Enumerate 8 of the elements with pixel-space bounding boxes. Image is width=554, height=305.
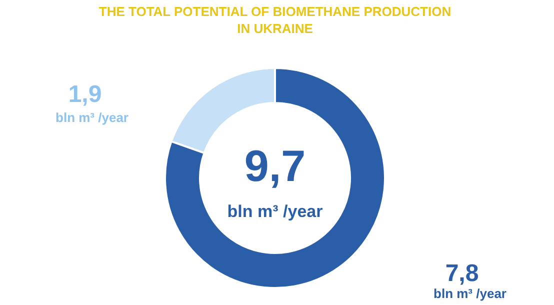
data-label: 7,8 xyxy=(445,260,479,287)
text: bln m³ /year xyxy=(227,202,324,221)
text: bln m³ /year xyxy=(434,286,506,301)
data-label: 1,9 xyxy=(68,81,102,108)
chart-title: THE TOTAL POTENTIAL OF BIOMETHANE PRODUCTION IN UKRAINE xyxy=(98,4,452,36)
text: 9,7 xyxy=(244,142,306,191)
donut-slice xyxy=(164,67,386,289)
text: bln m³ /year xyxy=(56,110,128,125)
